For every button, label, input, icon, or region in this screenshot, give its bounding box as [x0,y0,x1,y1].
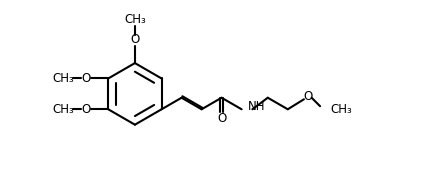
Text: O: O [81,72,91,85]
Text: O: O [303,90,312,103]
Text: O: O [130,33,139,46]
Text: O: O [217,112,226,125]
Text: O: O [81,103,91,116]
Text: CH₃: CH₃ [53,72,75,85]
Text: CH₃: CH₃ [124,13,146,26]
Text: CH₃: CH₃ [331,103,353,116]
Text: CH₃: CH₃ [53,103,75,116]
Text: NH: NH [248,100,265,113]
